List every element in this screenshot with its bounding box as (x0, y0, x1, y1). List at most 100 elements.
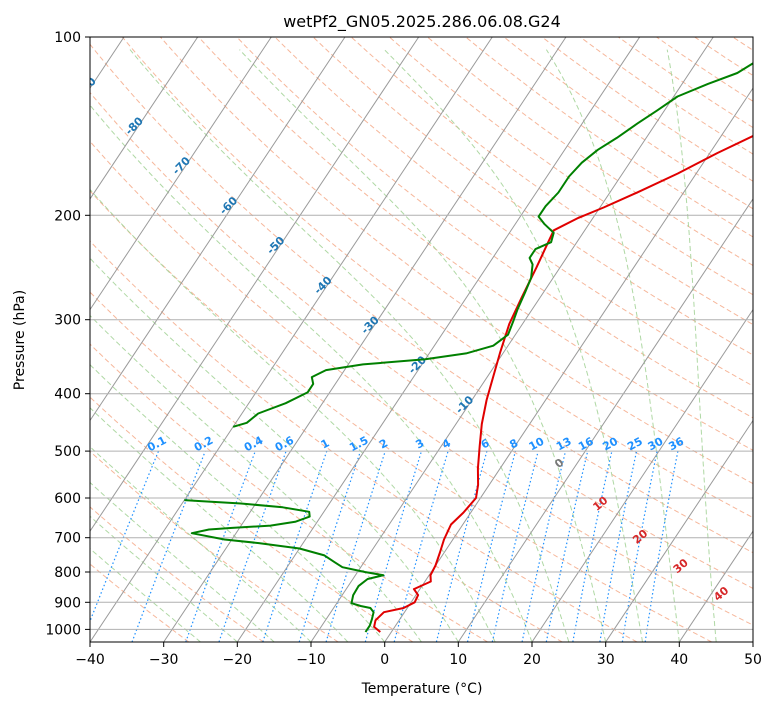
x-axis-ticks: −40 −30 −20 −10 0 10 20 30 40 50 (75, 642, 762, 668)
isotherm-label: -100 (26, 32, 55, 61)
mixing-ratio-label: 36 (666, 435, 686, 454)
mixing-ratio-line (325, 450, 386, 642)
mixing-ratio-line (466, 450, 517, 642)
mixing-ratio-line (262, 450, 328, 642)
moist-adiabat-label: 20 (630, 527, 650, 547)
isotherm-label: -90 (76, 74, 99, 97)
x-tick-label: 20 (523, 652, 541, 668)
moist-adiabat-line (90, 446, 312, 642)
moist-adiabat-line (129, 49, 570, 642)
dewpoint-line (232, 62, 753, 428)
y-tick-label: 700 (54, 531, 81, 547)
dry-adiabat-line (90, 43, 753, 554)
mixing-ratio-line (435, 450, 488, 642)
isotherm-line (531, 308, 753, 642)
y-axis-ticks: 1000 900 800 700 600 500 400 300 200 100 (45, 30, 90, 638)
dewpoint-line (184, 499, 385, 633)
moist-adiabat-line (383, 49, 643, 642)
dry-adiabat-line (121, 37, 753, 519)
moist-adiabat-label: 30 (671, 556, 691, 576)
dry-adiabat-line (503, 37, 753, 210)
dry-adiabat-line (312, 37, 753, 356)
dry-adiabat-line (90, 91, 753, 589)
moist-adiabat-line (90, 363, 386, 642)
mixing-ratio-line (545, 450, 589, 642)
isotherm-line (163, 37, 567, 642)
isotherm-line (457, 198, 753, 642)
y-tick-label: 100 (54, 30, 81, 46)
mixing-ratio-label: 16 (576, 435, 596, 454)
isotherm-line (678, 530, 753, 642)
mixing-ratio-label: 13 (554, 435, 574, 454)
x-tick-label: −20 (223, 652, 253, 668)
mixing-ratio-line (218, 450, 287, 642)
mixing-ratio-line (185, 450, 256, 642)
y-tick-label: 400 (54, 387, 81, 403)
isotherm-label: -30 (359, 313, 382, 336)
temperature-line (373, 134, 753, 633)
isotherms (90, 37, 753, 642)
y-axis-label: Pressure (hPa) (12, 290, 28, 390)
x-axis-label: Temperature (°C) (361, 681, 483, 697)
y-tick-label: 500 (54, 444, 81, 460)
isotherm-label: -40 (311, 274, 334, 297)
dry-adiabats (90, 37, 775, 642)
dry-adiabat-line (90, 563, 190, 642)
x-tick-label: 10 (449, 652, 467, 668)
moist-adiabat-line (666, 49, 717, 642)
isotherm-line (310, 37, 714, 642)
isotherm-line (236, 37, 641, 642)
y-tick-label: 900 (54, 595, 81, 611)
x-tick-label: −40 (75, 652, 105, 668)
plot-frame (89, 36, 754, 643)
mixing-ratio-label: 3 (413, 436, 426, 451)
mixing-ratio-label: 25 (625, 435, 645, 454)
x-tick-label: −30 (149, 652, 179, 668)
dry-adiabat-line (198, 37, 753, 451)
moist-adiabat-line (90, 188, 496, 642)
dry-adiabat-line (771, 37, 775, 642)
isotherm-line (384, 87, 753, 642)
x-tick-label: 40 (670, 652, 688, 668)
dry-adiabat-line (90, 190, 712, 642)
mixing-ratio-line (131, 450, 206, 642)
mixing-ratio-lines (90, 450, 679, 642)
moist-adiabat-line (90, 314, 422, 642)
isotherm-line (605, 419, 753, 642)
dry-adiabat-line (90, 343, 488, 642)
isotherm-line (90, 37, 199, 200)
profile-series (184, 62, 753, 633)
plot-area: -100-90-80-70-60-50-40-30-20-10 0.1 0.2 0.… (26, 32, 775, 642)
isotherm-labels: -100-90-80-70-60-50-40-30-20-10 (26, 32, 476, 416)
dry-adiabat-line (618, 37, 753, 129)
moist-adiabat-line (90, 104, 533, 642)
isotherm-label: -50 (264, 234, 287, 257)
isotherm-label: -70 (170, 154, 193, 177)
y-tick-label: 300 (54, 313, 81, 329)
moist-adiabat-line (90, 548, 201, 642)
isotherm-label: -10 (453, 393, 476, 416)
mixing-ratio-label: 10 (527, 435, 547, 454)
isotherm-line (90, 37, 420, 533)
mixing-ratio-line (644, 450, 679, 642)
mixing-ratio-line (491, 450, 539, 642)
dry-adiabat-line (389, 37, 753, 296)
dry-adiabat-line (656, 37, 753, 102)
y-tick-label: 200 (54, 208, 81, 224)
moist-adiabat-line (545, 49, 680, 642)
mixing-ratio-label: 20 (600, 435, 620, 454)
mixing-ratio-line (521, 450, 567, 642)
mixing-ratio-line (298, 450, 362, 642)
dry-adiabat-line (694, 37, 753, 77)
y-tick-label: 800 (54, 565, 81, 581)
mixing-ratio-line (90, 450, 160, 623)
isotherm-line (90, 37, 493, 642)
isotherm-label: -20 (406, 353, 429, 376)
chart-title: wetPf2_GN05.2025.286.06.08.G24 (283, 12, 561, 32)
dry-adiabat-line (350, 37, 753, 326)
mixing-ratio-label: 4 (440, 436, 453, 451)
moist-adiabat-label: 10 (590, 494, 610, 514)
moist-adiabat-line (90, 407, 349, 642)
moist-adiabat-line (90, 481, 275, 642)
dry-adiabat-line (579, 37, 753, 155)
